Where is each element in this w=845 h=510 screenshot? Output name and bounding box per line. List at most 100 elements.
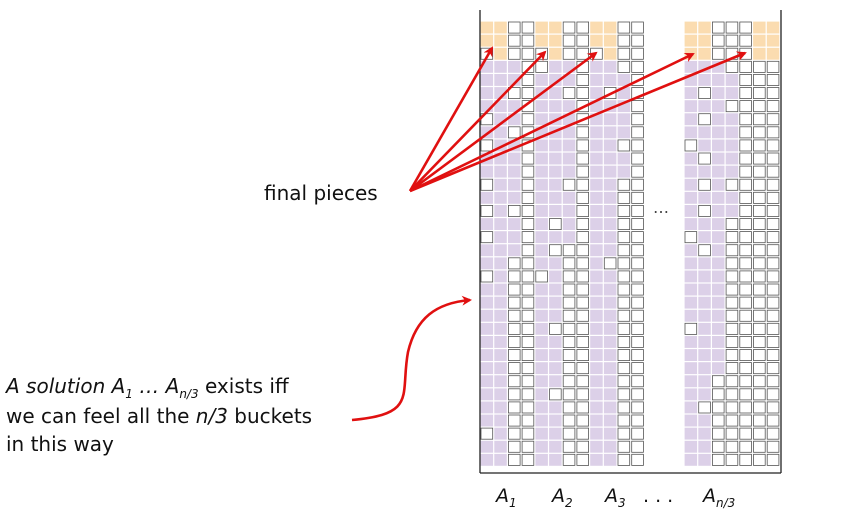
grid-cell [739,139,752,152]
grid-cell [766,335,780,348]
grid-cell [590,244,603,257]
grid-cell [494,427,507,440]
grid-cell [712,87,725,100]
grid-cell [698,165,711,178]
grid-cell [603,113,617,126]
grid-cell [617,139,631,152]
grid-cell [617,191,631,204]
caption-arrow [351,295,472,422]
grid-cell [480,414,494,427]
grid-cell [576,349,590,362]
column-ellipsis: . . . [643,485,674,507]
grid-cell [521,309,535,322]
grid-cell [766,401,780,414]
grid-cell [617,388,631,401]
arrow-to-a1 [408,46,494,192]
grid-cell [753,113,766,126]
grid-cell [576,21,590,34]
grid-cell [521,362,535,375]
grid-cell [739,375,752,388]
grid-cell [753,257,766,270]
grid-cell [549,257,562,270]
grid-cell [739,453,752,466]
grid-cell [712,74,725,86]
grid-cell [698,335,711,348]
grid-cell [725,414,739,427]
grid-cell [766,60,780,73]
grid-cell [617,47,631,60]
grid-cell [631,375,644,388]
grid-cell [576,453,590,466]
grid-cell [507,47,521,60]
grid-cell [725,362,739,375]
grid-cell [480,218,494,231]
grid-cell [684,231,698,244]
grid-cell [576,74,590,86]
caption-text: we can feel all the [6,404,196,428]
grid-cell [521,296,535,309]
label-base: A [552,485,565,507]
grid-cell [739,388,752,401]
grid-cell [617,270,631,283]
grid-cell [590,191,603,204]
grid-cell [631,34,644,47]
grid-cell [494,126,507,139]
grid-cell [617,375,631,388]
grid-cell [725,401,739,414]
grid-cell [631,296,644,309]
grid-cell [739,440,752,453]
grid-cell [507,34,521,47]
grid-cell [603,21,617,34]
grid-cell [494,270,507,283]
grid-cell [766,349,780,362]
grid-cell [753,152,766,165]
grid-cell [507,257,521,270]
grid-cell [712,34,725,47]
grid-cell [521,375,535,388]
grid-cell [507,244,521,257]
grid-cell [480,335,494,348]
grid-cell [562,218,576,231]
grid-cell [712,113,725,126]
grid-cell [739,349,752,362]
grid-cell [535,231,548,244]
grid-cell [739,178,752,191]
grid-cell [480,165,494,178]
grid-cell [684,427,698,440]
grid-cell [725,126,739,139]
grid-cell [603,244,617,257]
grid-cell [494,178,507,191]
grid-cell [698,113,711,126]
grid-cell [739,204,752,217]
grid-cell [562,100,576,113]
grid-cell [739,244,752,257]
grid-cell [712,322,725,335]
grid-cell [712,204,725,217]
grid-cell [576,47,590,60]
grid-cell [617,152,631,165]
grid-cell [617,309,631,322]
grid-cell [753,100,766,113]
grid-cell [603,440,617,453]
grid-cell [494,21,507,34]
grid-cell [753,401,766,414]
grid-cell [603,296,617,309]
grid-cell [562,335,576,348]
grid-cell [739,257,752,270]
grid-cell [712,270,725,283]
grid-cell [535,218,548,231]
grid-cell [549,309,562,322]
grid-cell [494,231,507,244]
grid-cell [617,322,631,335]
grid-cell [549,283,562,296]
grid-cell [766,218,780,231]
grid-cell [698,178,711,191]
grid-cell [698,283,711,296]
grid-cell [549,296,562,309]
grid-cell [698,427,711,440]
grid-cell [712,414,725,427]
grid-cell [535,401,548,414]
grid-cell [617,283,631,296]
grid-cell [753,453,766,466]
